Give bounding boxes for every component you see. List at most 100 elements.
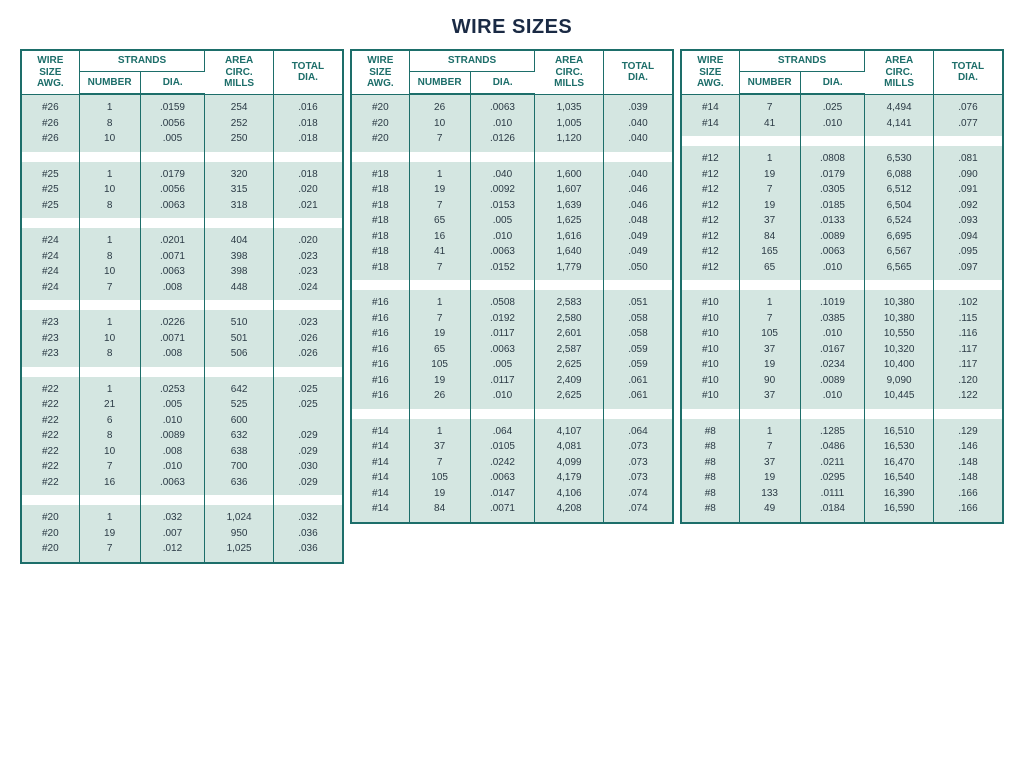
cell-dia: .0089 [140, 428, 205, 444]
cell-area: 448 [205, 280, 274, 296]
cell-wire: #12 [682, 182, 739, 198]
wire-table-panel: WIRESIZEAWG. STRANDS AREACIRC.MILLS TOTA… [20, 49, 344, 564]
cell-dia: .0226 [140, 315, 205, 331]
cell-area: 1,024 [205, 510, 274, 526]
cell-number: 7 [409, 131, 470, 147]
cell-wire: #20 [22, 526, 79, 542]
cell-area: 510 [205, 315, 274, 331]
cell-wire: #10 [682, 326, 739, 342]
cell-area: 600 [205, 413, 274, 429]
cell-wire: #8 [682, 424, 739, 440]
cell-number: 8 [79, 428, 140, 444]
cell-wire: #26 [22, 100, 79, 116]
cell-wire: #16 [352, 295, 409, 311]
cell-number: 105 [739, 326, 800, 342]
cell-number: 8 [79, 198, 140, 214]
cell-total: .036 [273, 541, 342, 557]
cell-number: 65 [409, 213, 470, 229]
table-row: #25 10 .0056 315 .020 [22, 182, 342, 198]
cell-total: .040 [603, 167, 672, 183]
cell-total: .046 [603, 198, 672, 214]
cell-number: 6 [79, 413, 140, 429]
cell-area: 16,510 [865, 424, 934, 440]
cell-dia: .0808 [800, 151, 865, 167]
cell-number: 19 [409, 486, 470, 502]
cell-area: 4,179 [535, 470, 604, 486]
cell-wire: #24 [22, 280, 79, 296]
cell-wire: #23 [22, 346, 79, 362]
cell-wire: #18 [352, 198, 409, 214]
cell-total: .146 [933, 439, 1002, 455]
col-total-dia: TOTALDIA. [273, 51, 342, 94]
cell-wire: #24 [22, 233, 79, 249]
cell-wire: #10 [682, 311, 739, 327]
cell-wire: #22 [22, 459, 79, 475]
cell-area: 6,512 [865, 182, 934, 198]
cell-total: .166 [933, 486, 1002, 502]
table-row: #16 7 .0192 2,580 .058 [352, 311, 672, 327]
cell-wire: #14 [352, 501, 409, 517]
cell-total: .025 [273, 382, 342, 398]
cell-wire: #22 [22, 413, 79, 429]
cell-number: 7 [79, 541, 140, 557]
table-row: #22 21 .005 525 .025 [22, 397, 342, 413]
cell-number: 8 [79, 249, 140, 265]
cell-dia: .1285 [800, 424, 865, 440]
cell-total: .077 [933, 116, 1002, 132]
cell-area: 252 [205, 116, 274, 132]
table-row: #10 90 .0089 9,090 .120 [682, 373, 1002, 389]
table-row: #24 10 .0063 398 .023 [22, 264, 342, 280]
cell-area: 404 [205, 233, 274, 249]
cell-wire: #23 [22, 315, 79, 331]
panels-container: WIRESIZEAWG. STRANDS AREACIRC.MILLS TOTA… [20, 49, 1004, 564]
cell-total: .093 [933, 213, 1002, 229]
table-row: #18 1 .040 1,600 .040 [352, 167, 672, 183]
cell-total: .081 [933, 151, 1002, 167]
cell-area: 4,106 [535, 486, 604, 502]
cell-number: 37 [739, 213, 800, 229]
table-row: #14 7 .0242 4,099 .073 [352, 455, 672, 471]
cell-dia: .008 [140, 346, 205, 362]
cell-area: 6,565 [865, 260, 934, 276]
wire-table-panel: WIRESIZEAWG. STRANDS AREACIRC.MILLS TOTA… [680, 49, 1004, 524]
cell-number: 7 [409, 455, 470, 471]
cell-wire: #10 [682, 357, 739, 373]
cell-total: .061 [603, 373, 672, 389]
cell-area: 16,530 [865, 439, 934, 455]
col-wire-size: WIRESIZEAWG. [352, 51, 409, 94]
cell-wire: #16 [352, 388, 409, 404]
cell-total: .025 [273, 397, 342, 413]
cell-area: 1,639 [535, 198, 604, 214]
cell-dia: .1019 [800, 295, 865, 311]
cell-total: .018 [273, 116, 342, 132]
cell-wire: #20 [22, 510, 79, 526]
cell-total: .117 [933, 357, 1002, 373]
table-row: #16 19 .0117 2,409 .061 [352, 373, 672, 389]
cell-wire: #14 [352, 439, 409, 455]
col-dia: DIA. [470, 72, 535, 94]
table-row: #18 19 .0092 1,607 .046 [352, 182, 672, 198]
col-area: AREACIRC.MILLS [865, 51, 934, 94]
cell-total: .122 [933, 388, 1002, 404]
col-dia: DIA. [800, 72, 865, 94]
cell-number: 7 [739, 182, 800, 198]
cell-dia: .005 [140, 397, 205, 413]
cell-total: .049 [603, 229, 672, 245]
cell-wire: #22 [22, 428, 79, 444]
cell-number: 10 [79, 131, 140, 147]
cell-area: 2,625 [535, 388, 604, 404]
table-row: #14 1 .064 4,107 .064 [352, 424, 672, 440]
cell-number: 7 [739, 100, 800, 116]
cell-area: 2,409 [535, 373, 604, 389]
table-row: #24 7 .008 448 .024 [22, 280, 342, 296]
cell-wire: #20 [352, 116, 409, 132]
table-row: #16 65 .0063 2,587 .059 [352, 342, 672, 358]
cell-number: 21 [79, 397, 140, 413]
cell-wire: #18 [352, 182, 409, 198]
table-row: #12 7 .0305 6,512 .091 [682, 182, 1002, 198]
cell-number: 1 [409, 424, 470, 440]
cell-area: 2,583 [535, 295, 604, 311]
cell-wire: #10 [682, 342, 739, 358]
table-row: #25 1 .0179 320 .018 [22, 167, 342, 183]
table-row: #23 8 .008 506 .026 [22, 346, 342, 362]
